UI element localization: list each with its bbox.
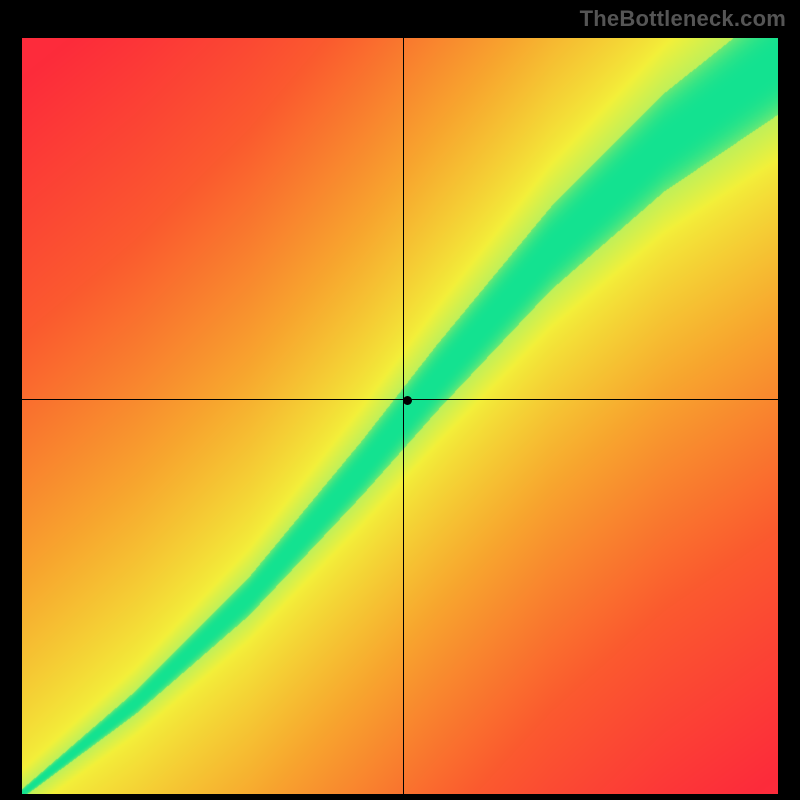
outer-frame: TheBottleneck.com xyxy=(0,0,800,800)
crosshair-vertical xyxy=(403,38,404,794)
watermark-text: TheBottleneck.com xyxy=(580,6,786,32)
crosshair-horizontal xyxy=(22,399,778,400)
heatmap-canvas xyxy=(22,38,778,794)
bottleneck-heatmap xyxy=(22,38,778,794)
